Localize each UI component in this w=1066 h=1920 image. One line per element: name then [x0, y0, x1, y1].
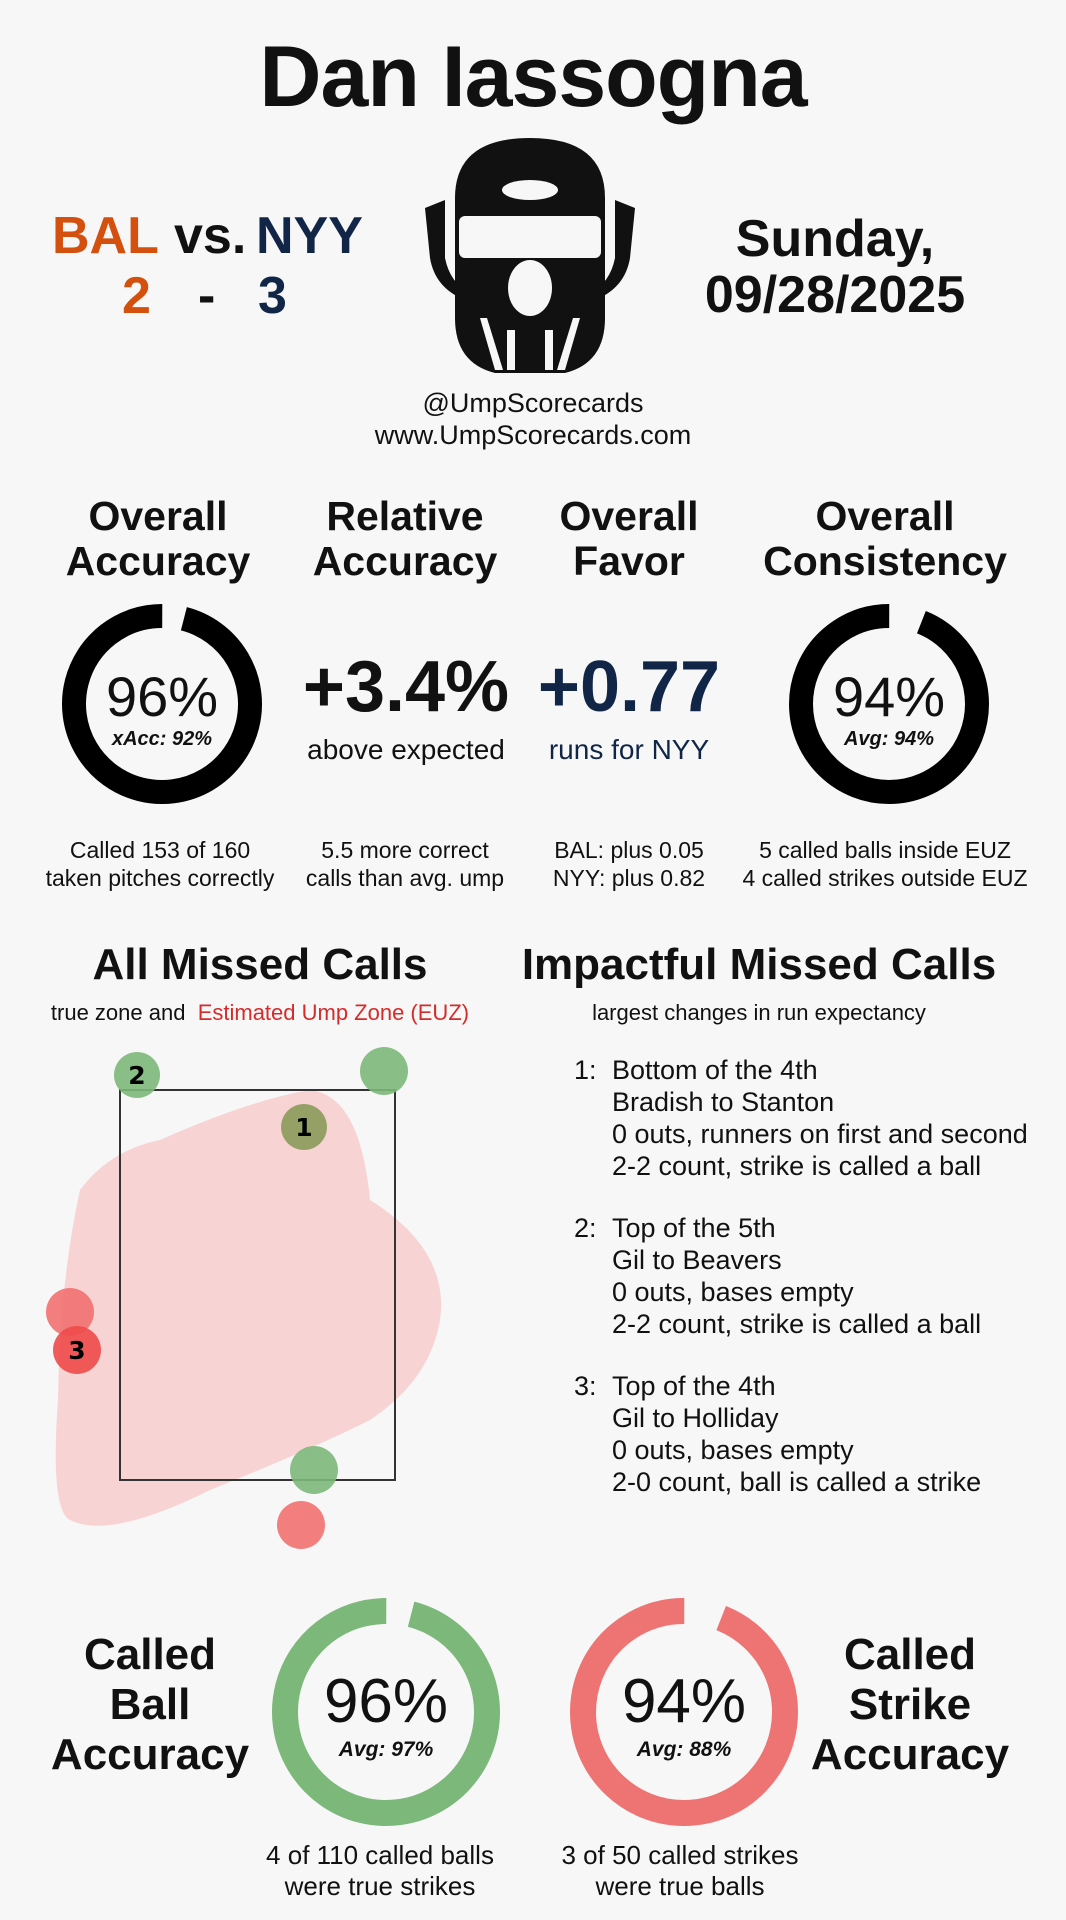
relative-accuracy-sub: above expected	[307, 734, 505, 765]
relative-accuracy-note: 5.5 more correct calls than avg. ump	[305, 837, 505, 891]
called-ball-title: Called Ball Accuracy	[50, 1630, 250, 1779]
overall-accuracy-xacc: xAcc: 92%	[111, 728, 213, 750]
called-strike-title: Called Strike Accuracy	[810, 1630, 1010, 1779]
strike-zone	[119, 1089, 396, 1481]
home-team: NYY	[256, 207, 363, 265]
called-ball-ring	[272, 1598, 500, 1826]
overall-consistency-note: 5 called balls inside EUZ 4 called strike…	[742, 837, 1028, 891]
pitch-label-1: 1	[295, 1113, 312, 1142]
home-score: 3	[258, 267, 287, 325]
relative-accuracy-value: +3.4%	[302, 647, 510, 727]
missed-call-pitch	[290, 1446, 338, 1494]
missed-calls-title: All Missed Calls	[92, 940, 428, 989]
overall-accuracy-value: 96%	[105, 665, 219, 728]
impactful-item-2: 2: Top of the 5th Gil to Beavers 0 outs,…	[574, 1213, 982, 1339]
missed-call-pitch	[114, 1052, 160, 1098]
pitch-label-3: 3	[68, 1336, 85, 1365]
called-strike-ring	[570, 1598, 798, 1826]
score-dash: -	[198, 267, 216, 325]
overall-accuracy-note: Called 153 of 160 taken pitches correctly	[45, 837, 275, 891]
euz-legend-label: Estimated Ump Zone (EUZ)	[197, 1000, 470, 1025]
away-team: BAL	[52, 207, 159, 265]
overall-consistency-title: Overall Consistency	[763, 493, 1007, 584]
called-strike-value: 94%	[621, 1667, 747, 1736]
pitch-label-2: 2	[128, 1061, 145, 1090]
overall-consistency-value: 94%	[832, 665, 946, 728]
impactful-subtitle: largest changes in run expectancy	[592, 1000, 926, 1025]
website-link[interactable]: www.UmpScorecards.com	[374, 420, 692, 450]
missed-call-pitch	[360, 1047, 408, 1095]
away-score: 2	[122, 267, 151, 325]
impactful-title: Impactful Missed Calls	[521, 940, 997, 989]
game-date: 09/28/2025	[704, 266, 966, 324]
euz-region	[55, 1090, 442, 1526]
game-day: Sunday,	[735, 210, 935, 268]
called-ball-note: 4 of 110 called balls were true strikes	[266, 1840, 494, 1901]
missed-call-pitch	[277, 1501, 325, 1549]
missed-call-pitch	[281, 1104, 327, 1150]
vs-label: vs.	[174, 207, 247, 265]
called-strike-note: 3 of 50 called strikes were true balls	[561, 1840, 799, 1901]
impactful-item-3: 3: Top of the 4th Gil to Holliday 0 outs…	[574, 1371, 982, 1497]
missed-calls-legend: true zone and Estimated Ump Zone (EUZ)	[50, 1000, 470, 1025]
overall-favor-title: Overall Favor	[559, 493, 699, 584]
called-ball-avg: Avg: 97%	[338, 1738, 434, 1761]
umpire-name: Dan Iassogna	[259, 29, 807, 125]
called-strike-avg: Avg: 88%	[636, 1738, 732, 1761]
relative-accuracy-title: Relative Accuracy	[312, 493, 498, 584]
missed-call-pitch	[53, 1326, 101, 1374]
overall-consistency-avg: Avg: 94%	[843, 728, 935, 750]
impactful-item-1: 1: Bottom of the 4th Bradish to Stanton …	[574, 1055, 1028, 1181]
umpire-mask-icon	[425, 138, 635, 373]
twitter-handle[interactable]: @UmpScorecards	[422, 388, 644, 418]
overall-favor-value: +0.77	[537, 647, 721, 727]
overall-accuracy-title: Overall Accuracy	[65, 493, 251, 584]
called-ball-value: 96%	[323, 1667, 449, 1736]
overall-favor-note: BAL: plus 0.05 NYY: plus 0.82	[552, 837, 706, 891]
overall-favor-sub: runs for NYY	[548, 734, 710, 765]
missed-calls-plot: 2 1 3	[46, 1047, 442, 1549]
overall-consistency-ring	[789, 604, 989, 804]
overall-accuracy-ring	[62, 604, 262, 804]
missed-call-pitch	[46, 1288, 94, 1336]
